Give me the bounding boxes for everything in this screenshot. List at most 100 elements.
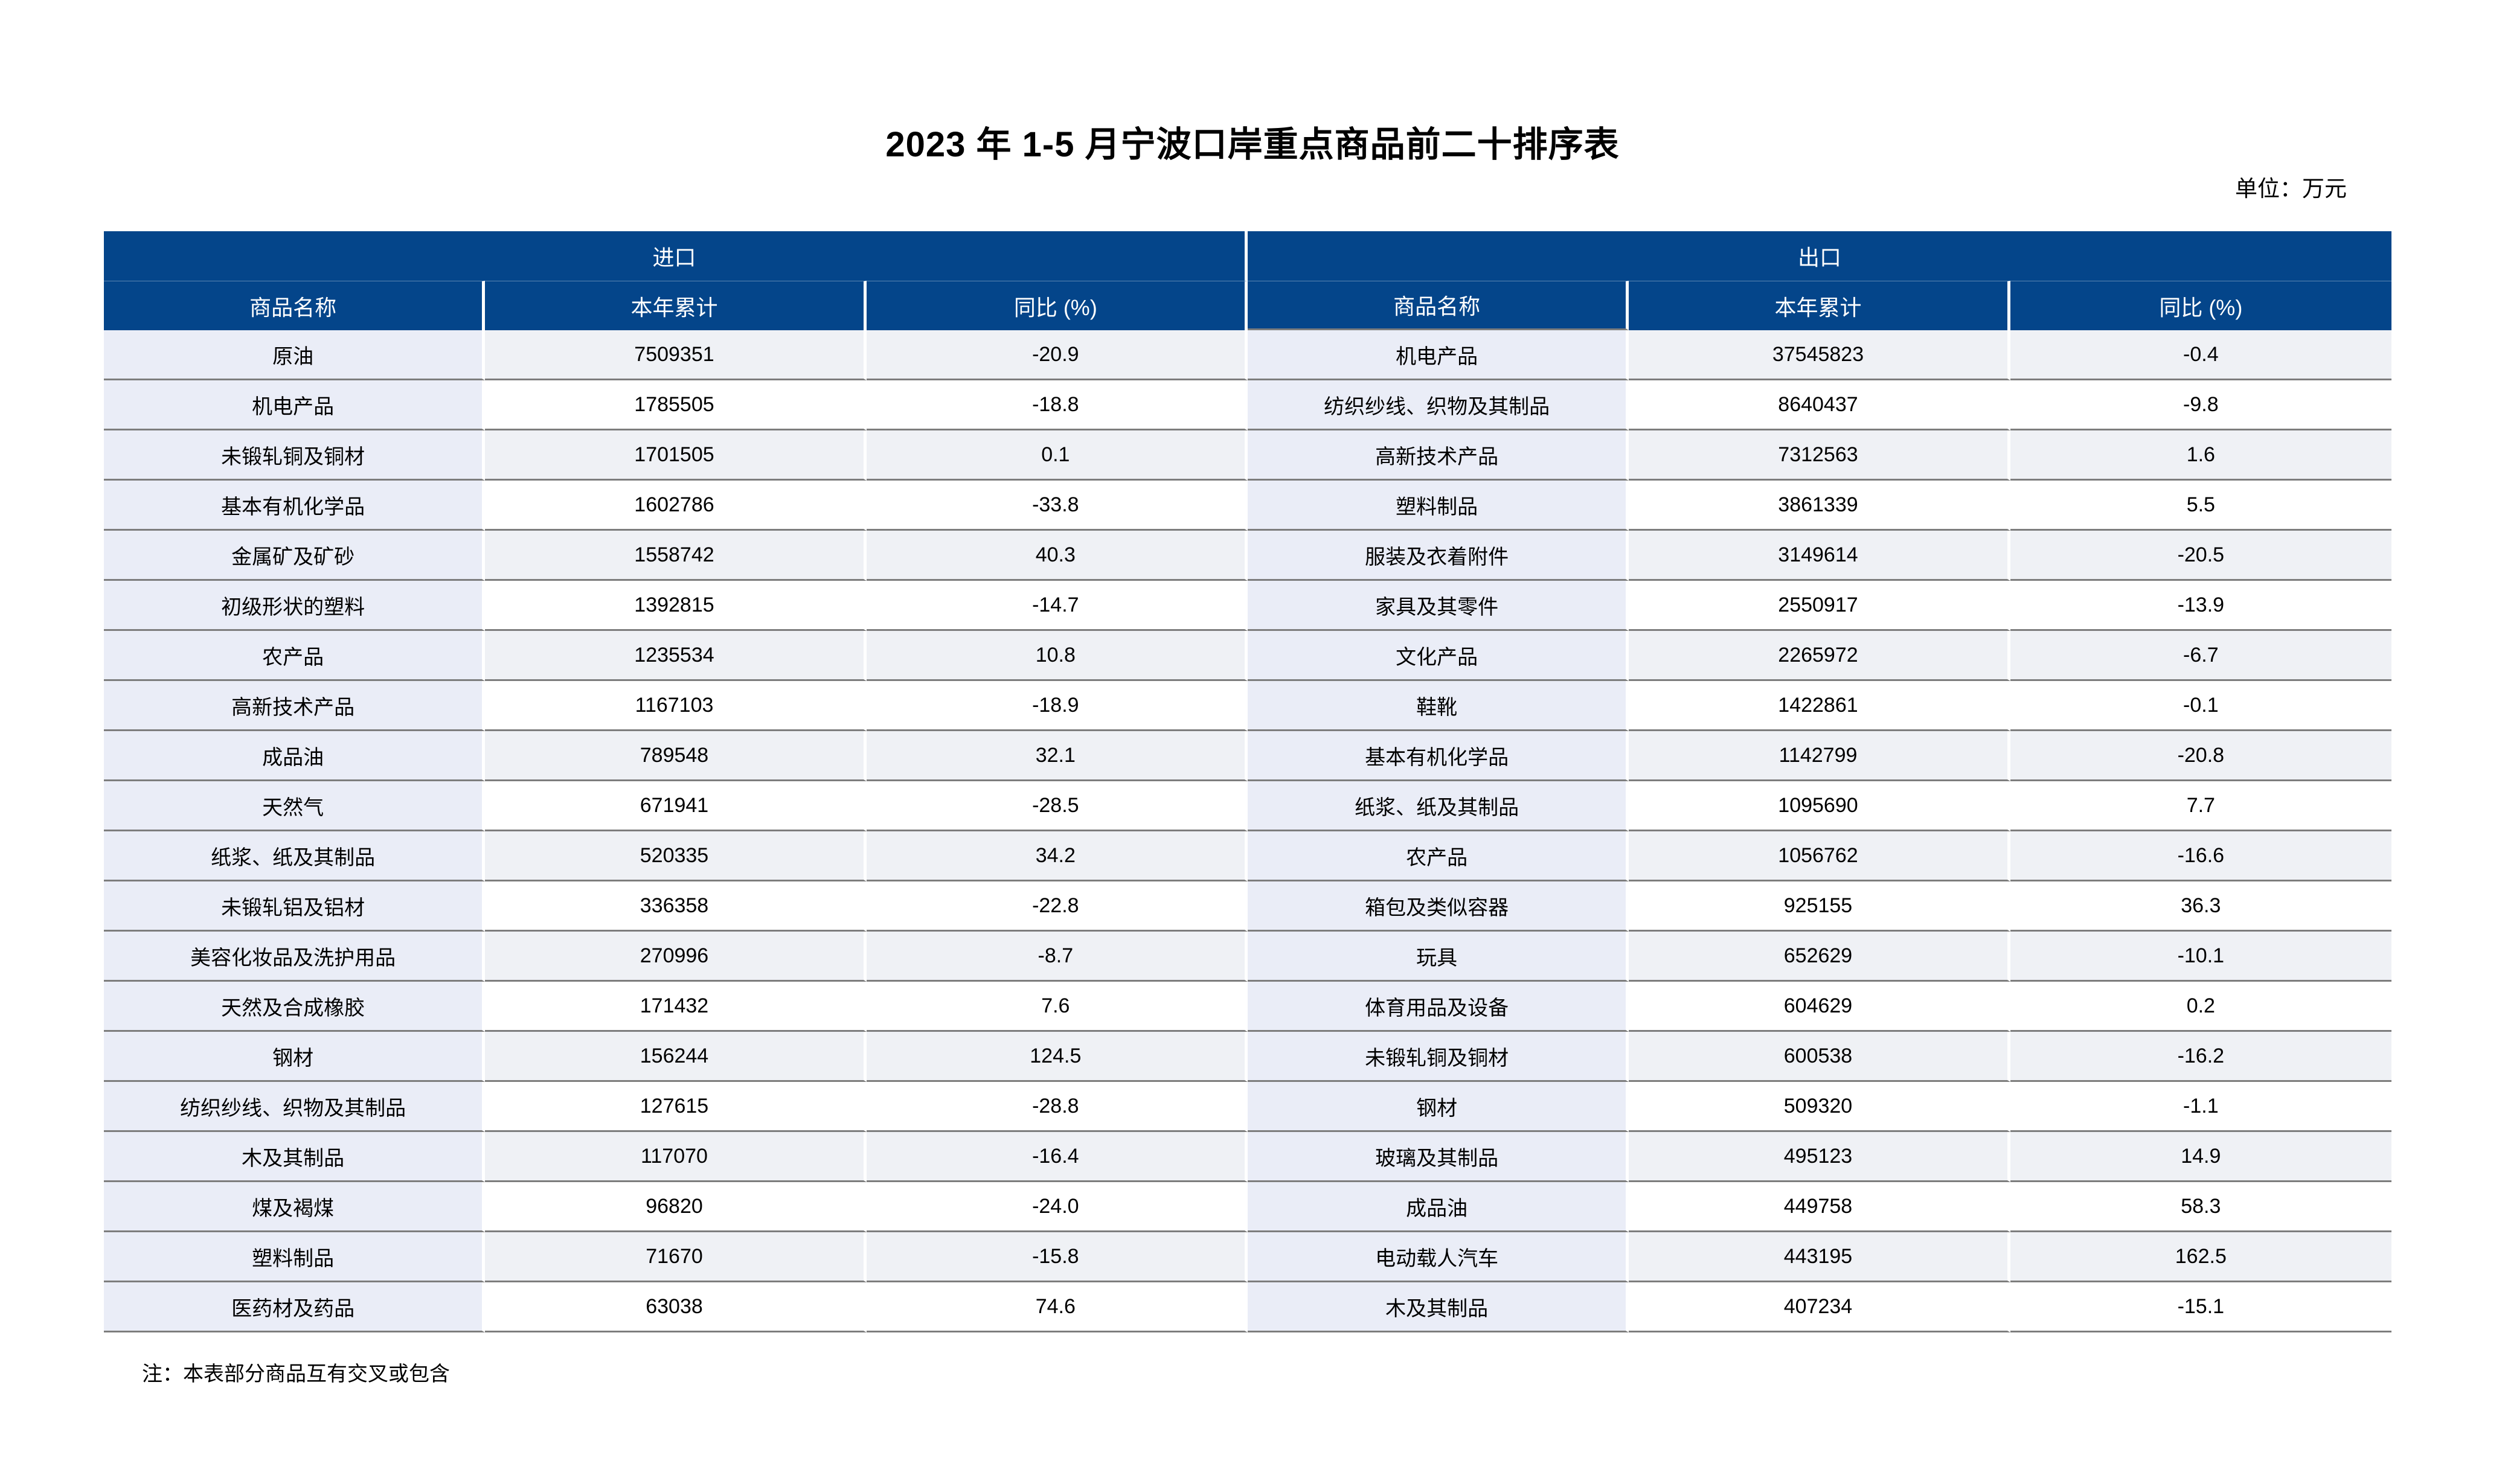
ytd-value-cell: 156244: [485, 1032, 867, 1082]
commodity-name-cell: 纺织纱线、织物及其制品: [104, 1082, 486, 1132]
yoy-value-cell: -9.8: [2010, 380, 2391, 430]
commodity-name-cell: 初级形状的塑料: [104, 581, 486, 631]
commodity-name-cell: 体育用品及设备: [1247, 982, 1629, 1032]
ytd-value-cell: 270996: [485, 932, 867, 982]
commodity-name-cell: 农产品: [104, 631, 486, 681]
yoy-value-cell: -6.7: [2010, 631, 2391, 681]
yoy-value-cell: -13.9: [2010, 581, 2391, 631]
commodity-name-cell: 纸浆、纸及其制品: [104, 831, 486, 881]
commodity-name-cell: 钢材: [104, 1032, 486, 1082]
commodity-name-cell: 未锻轧铜及铜材: [104, 430, 486, 481]
yoy-value-cell: -15.1: [2010, 1282, 2391, 1332]
ytd-value-cell: 1422861: [1629, 681, 2010, 731]
ytd-value-cell: 3149614: [1629, 531, 2010, 581]
commodity-name-cell: 玩具: [1247, 932, 1629, 982]
commodity-name-cell: 未锻轧铝及铝材: [104, 881, 486, 932]
yoy-value-cell: -33.8: [866, 481, 1248, 531]
yoy-value-cell: -15.8: [866, 1232, 1248, 1282]
yoy-value-cell: 40.3: [866, 531, 1248, 581]
commodity-name-cell: 木及其制品: [1247, 1282, 1629, 1332]
ytd-value-cell: 96820: [485, 1182, 867, 1232]
yoy-value-cell: -10.1: [2010, 932, 2391, 982]
yoy-value-cell: 1.6: [2010, 430, 2391, 481]
ytd-value-cell: 2550917: [1629, 581, 2010, 631]
commodity-name-cell: 未锻轧铜及铜材: [1247, 1032, 1629, 1082]
export-column-header-yoy: 同比 (%): [2010, 281, 2391, 330]
commodity-name-cell: 塑料制品: [104, 1232, 486, 1282]
yoy-value-cell: 7.7: [2010, 781, 2391, 831]
ytd-value-cell: 8640437: [1629, 380, 2010, 430]
yoy-value-cell: 0.1: [866, 430, 1248, 481]
commodity-name-cell: 煤及褐煤: [104, 1182, 486, 1232]
yoy-value-cell: -24.0: [866, 1182, 1248, 1232]
ytd-value-cell: 443195: [1629, 1232, 2010, 1282]
ytd-value-cell: 407234: [1629, 1282, 2010, 1332]
yoy-value-cell: 124.5: [866, 1032, 1248, 1082]
ytd-value-cell: 117070: [485, 1132, 867, 1182]
commodity-name-cell: 成品油: [1247, 1182, 1629, 1232]
ytd-value-cell: 495123: [1629, 1132, 2010, 1182]
commodity-name-cell: 基本有机化学品: [1247, 731, 1629, 781]
page-title: 2023 年 1-5 月宁波口岸重点商品前二十排序表: [885, 125, 1620, 164]
yoy-value-cell: -16.2: [2010, 1032, 2391, 1082]
yoy-value-cell: 58.3: [2010, 1182, 2391, 1232]
import-column-header-name: 商品名称: [104, 281, 486, 330]
yoy-value-cell: -0.4: [2010, 330, 2391, 380]
import-section-header: 进口: [104, 231, 1248, 281]
yoy-value-cell: 34.2: [866, 831, 1248, 881]
commodity-name-cell: 成品油: [104, 731, 486, 781]
commodity-name-cell: 钢材: [1247, 1082, 1629, 1132]
export-column-header-ytd: 本年累计: [1629, 281, 2010, 330]
commodity-name-cell: 天然及合成橡胶: [104, 982, 486, 1032]
yoy-value-cell: -8.7: [866, 932, 1248, 982]
ytd-value-cell: 509320: [1629, 1082, 2010, 1132]
yoy-value-cell: -18.8: [866, 380, 1248, 430]
commodity-name-cell: 机电产品: [104, 380, 486, 430]
commodity-name-cell: 基本有机化学品: [104, 481, 486, 531]
ytd-value-cell: 37545823: [1629, 330, 2010, 380]
ytd-value-cell: 127615: [485, 1082, 867, 1132]
table-footnote: 注：本表部分商品互有交叉或包含: [142, 1363, 450, 1386]
ytd-value-cell: 336358: [485, 881, 867, 932]
yoy-value-cell: 32.1: [866, 731, 1248, 781]
ytd-value-cell: 171432: [485, 982, 867, 1032]
ytd-value-cell: 1142799: [1629, 731, 2010, 781]
commodity-name-cell: 高新技术产品: [104, 681, 486, 731]
yoy-value-cell: 0.2: [2010, 982, 2391, 1032]
yoy-value-cell: -22.8: [866, 881, 1248, 932]
ytd-value-cell: 63038: [485, 1282, 867, 1332]
yoy-value-cell: -20.9: [866, 330, 1248, 380]
ytd-value-cell: 520335: [485, 831, 867, 881]
ytd-value-cell: 1235534: [485, 631, 867, 681]
ytd-value-cell: 1056762: [1629, 831, 2010, 881]
commodities-table: 进口 出口 商品名称 本年累计 同比 (%) 商品名称 本年累计 同比 (%) …: [104, 231, 2391, 1332]
ytd-value-cell: 3861339: [1629, 481, 2010, 531]
yoy-value-cell: 14.9: [2010, 1132, 2391, 1182]
yoy-value-cell: -28.5: [866, 781, 1248, 831]
ytd-value-cell: 7312563: [1629, 430, 2010, 481]
ytd-value-cell: 600538: [1629, 1032, 2010, 1082]
commodity-name-cell: 箱包及类似容器: [1247, 881, 1629, 932]
export-section-header: 出口: [1247, 231, 2391, 281]
commodity-name-cell: 纺织纱线、织物及其制品: [1247, 380, 1629, 430]
export-column-header-name: 商品名称: [1247, 281, 1629, 330]
commodity-name-cell: 金属矿及矿砂: [104, 531, 486, 581]
ytd-value-cell: 71670: [485, 1232, 867, 1282]
ytd-value-cell: 1167103: [485, 681, 867, 731]
commodity-name-cell: 家具及其零件: [1247, 581, 1629, 631]
ytd-value-cell: 449758: [1629, 1182, 2010, 1232]
yoy-value-cell: 5.5: [2010, 481, 2391, 531]
yoy-value-cell: 36.3: [2010, 881, 2391, 932]
commodity-name-cell: 鞋靴: [1247, 681, 1629, 731]
commodity-name-cell: 机电产品: [1247, 330, 1629, 380]
yoy-value-cell: -20.8: [2010, 731, 2391, 781]
yoy-value-cell: -28.8: [866, 1082, 1248, 1132]
commodity-name-cell: 美容化妆品及洗护用品: [104, 932, 486, 982]
yoy-value-cell: 10.8: [866, 631, 1248, 681]
yoy-value-cell: -16.6: [2010, 831, 2391, 881]
commodity-name-cell: 医药材及药品: [104, 1282, 486, 1332]
commodity-name-cell: 服装及衣着附件: [1247, 531, 1629, 581]
commodity-name-cell: 塑料制品: [1247, 481, 1629, 531]
commodity-name-cell: 原油: [104, 330, 486, 380]
